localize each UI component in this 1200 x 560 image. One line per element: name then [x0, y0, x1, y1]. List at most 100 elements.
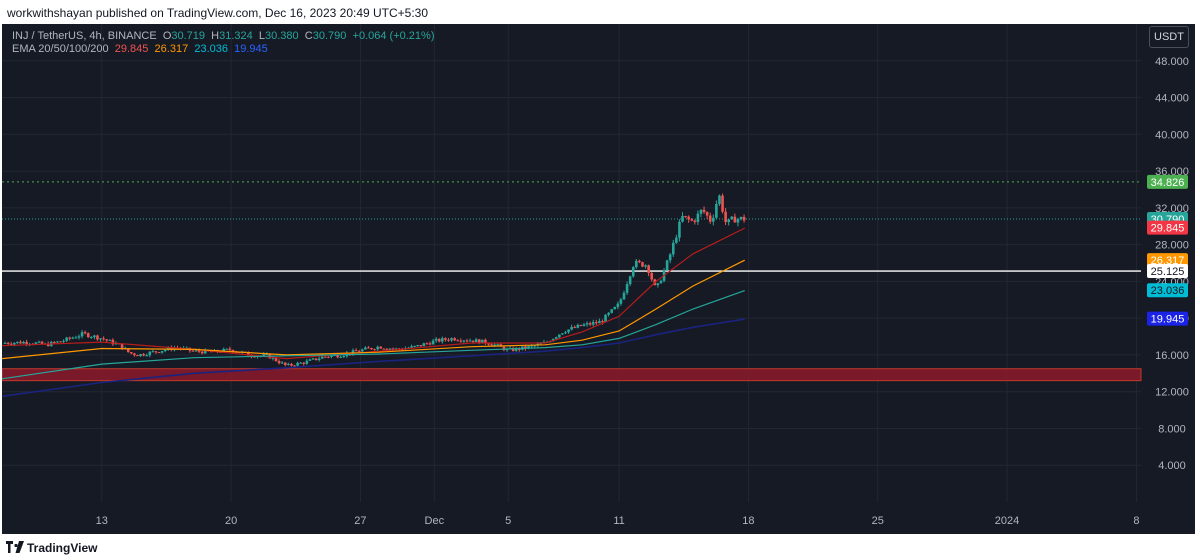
candle-body	[434, 338, 438, 341]
candle-body	[431, 340, 435, 345]
candle-body	[708, 215, 712, 222]
candle-body	[120, 343, 124, 349]
candle-body	[416, 345, 419, 347]
candle-body	[696, 213, 700, 222]
candle-body	[447, 339, 450, 341]
candle-body	[607, 312, 610, 315]
candle-body	[16, 341, 19, 343]
candle-body	[105, 339, 108, 341]
candle-body	[678, 221, 681, 238]
ema-legend: EMA 20/50/100/200 29.845 26.317 23.036 1…	[12, 43, 434, 56]
candle-body	[274, 357, 278, 362]
low-label: L	[258, 30, 266, 42]
candle-body	[56, 341, 59, 343]
price-label-text: 23.036	[1151, 285, 1185, 297]
candle-body	[99, 338, 102, 340]
candle-body	[71, 337, 75, 339]
candle-body	[724, 211, 727, 223]
candle-body	[502, 346, 506, 351]
tradingview-brand: TradingView	[27, 541, 98, 555]
candle-body	[327, 356, 330, 358]
candle-body	[126, 348, 130, 353]
ema20-value: 29.845	[114, 43, 149, 55]
candle-body	[394, 348, 398, 350]
candle-body	[567, 329, 570, 333]
candle-body	[539, 343, 543, 345]
candle-body	[133, 353, 136, 356]
ema50-value: 26.317	[154, 43, 189, 55]
candle-body	[554, 337, 558, 339]
y-tick-label: 32.000	[1155, 203, 1189, 215]
candle-body	[287, 363, 290, 365]
candle-body	[19, 341, 22, 344]
candle-body	[197, 350, 201, 352]
price-chart[interactable]: 4.0008.00012.00016.00020.00024.00028.000…	[2, 24, 1195, 534]
price-label-tag: 29.845	[1147, 220, 1188, 235]
open-label: O	[162, 30, 172, 42]
ema-line-3	[2, 290, 745, 380]
candle-body	[379, 346, 383, 349]
candle-body	[108, 339, 112, 341]
candle-body	[336, 355, 339, 358]
candle-body	[641, 262, 644, 267]
candle-body	[413, 345, 416, 347]
candle-body	[616, 303, 620, 307]
price-label-bg	[1147, 264, 1188, 279]
candle-body	[145, 355, 149, 357]
candle-body	[527, 346, 530, 349]
candle-body	[647, 265, 650, 274]
candle-body	[684, 215, 687, 217]
candle-body	[613, 306, 617, 310]
price-label-bg	[1147, 253, 1188, 268]
candle-body	[693, 220, 697, 222]
candle-body	[339, 356, 343, 358]
candle-body	[558, 334, 561, 338]
candle-body	[465, 340, 469, 342]
candle-body	[604, 314, 607, 323]
candle-body	[302, 362, 306, 364]
candle-body	[191, 350, 195, 352]
candle-body	[650, 273, 654, 280]
price-label-text: 19.945	[1151, 314, 1185, 326]
candle-body	[588, 323, 592, 325]
candle-body	[364, 347, 367, 350]
y-tick-label: 8.000	[1158, 423, 1186, 435]
candle-body	[705, 212, 709, 216]
candle-body	[360, 349, 364, 352]
candle-body	[277, 361, 281, 364]
candle-body	[391, 348, 395, 350]
support-zone	[2, 368, 1142, 382]
candle-body	[62, 340, 65, 342]
price-label-text: 34.826	[1151, 177, 1185, 189]
candle-body	[428, 343, 432, 345]
candle-body	[638, 260, 641, 263]
chart-area[interactable]: 4.0008.00012.00016.00020.00024.00028.000…	[2, 24, 1195, 534]
candle-body	[324, 356, 327, 358]
publish-header: workwithshayan published on TradingView.…	[0, 0, 1200, 24]
ema-line-4	[2, 318, 745, 398]
currency-button[interactable]: USDT	[1149, 26, 1189, 48]
y-tick-label: 28.000	[1155, 240, 1189, 252]
candle-body	[594, 322, 598, 324]
candle-body	[163, 349, 167, 352]
candle-body	[382, 348, 386, 350]
candle-body	[598, 321, 601, 324]
candle-body	[444, 338, 447, 340]
candle-body	[715, 204, 718, 218]
candle-body	[422, 343, 426, 347]
chart-legend: INJ / TetherUS, 4h, BINANCE O30.719 H31.…	[12, 30, 434, 56]
candle-body	[453, 338, 456, 341]
candle-body	[659, 280, 663, 284]
candle-body	[354, 350, 358, 352]
candle-body	[59, 341, 62, 343]
candle-body	[9, 343, 13, 345]
candle-body	[367, 347, 370, 349]
candle-body	[711, 217, 715, 222]
candle-body	[493, 344, 496, 346]
high-label: H	[211, 30, 220, 42]
candle-body	[474, 339, 478, 343]
candle-body	[86, 333, 90, 338]
candle-body	[481, 339, 484, 344]
candle-body	[37, 341, 41, 343]
price-label-bg	[1147, 283, 1188, 298]
